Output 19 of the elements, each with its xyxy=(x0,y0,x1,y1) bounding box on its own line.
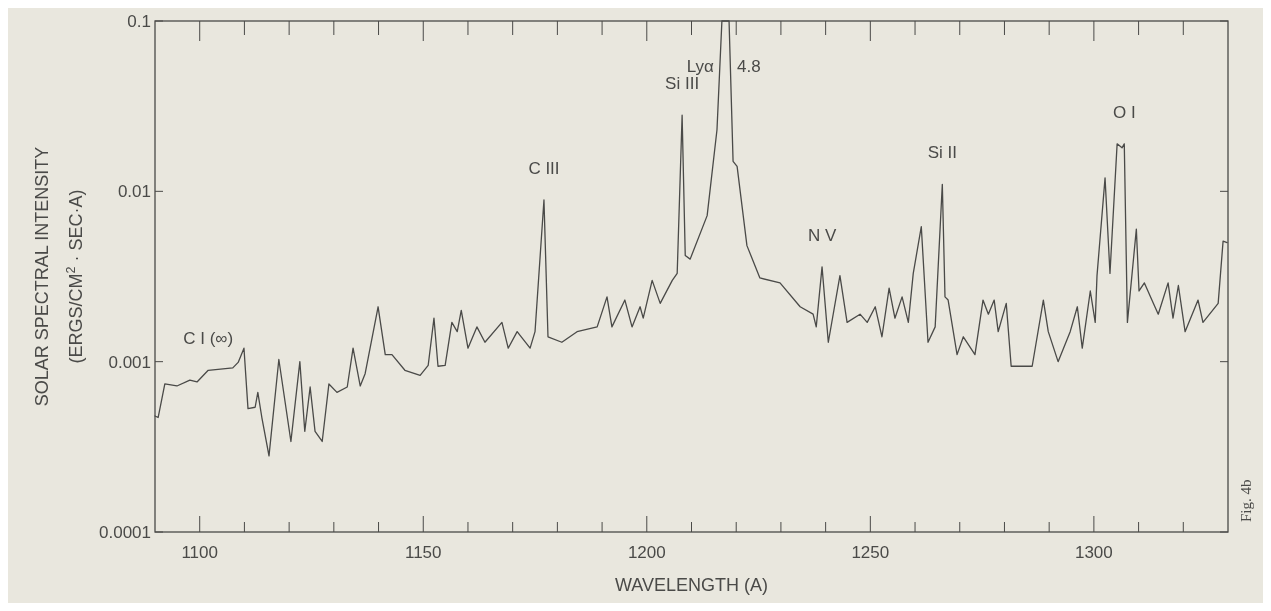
x-tick-label: 1200 xyxy=(627,543,666,562)
y-tick-label: 0.001 xyxy=(108,352,151,372)
y-tick-label: 0.1 xyxy=(127,11,151,31)
caption: Fig. 4b xyxy=(1238,479,1254,522)
y-tick-label: 0.01 xyxy=(117,182,151,202)
annotation: N V xyxy=(807,225,837,245)
annotation: 4.8 xyxy=(737,56,761,76)
annotation: C I (∞) xyxy=(183,329,234,349)
x-tick-label: 1150 xyxy=(404,543,442,562)
annotation: Lyα xyxy=(686,56,715,76)
x-axis-title: WAVELENGTH (A) xyxy=(614,575,769,595)
x-tick-label: 1100 xyxy=(181,543,218,562)
y-tick-label: 0.0001 xyxy=(99,522,151,542)
annotation: Si III xyxy=(665,74,700,94)
x-tick-label: 1250 xyxy=(851,543,890,562)
x-tick-label: 1300 xyxy=(1074,543,1113,562)
annotation: Si II xyxy=(927,143,957,163)
annotation: O I xyxy=(1112,102,1136,122)
annotation: C III xyxy=(528,158,560,178)
